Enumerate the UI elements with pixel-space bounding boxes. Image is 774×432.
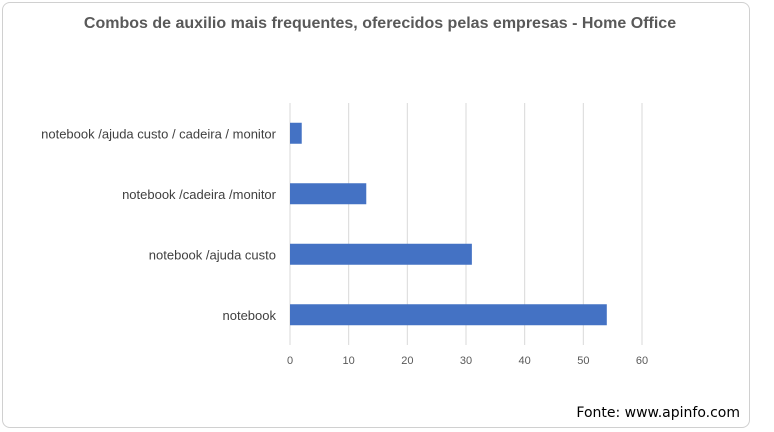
x-tick-label: 50 (577, 355, 589, 367)
category-label: notebook (223, 308, 277, 323)
x-tick-label: 40 (519, 355, 531, 367)
x-tick-label: 30 (460, 355, 472, 367)
chart-frame (2, 2, 750, 428)
x-tick-label: 0 (287, 355, 293, 367)
bar-1 (290, 183, 367, 205)
bar-3 (290, 304, 607, 326)
x-tick-label: 10 (343, 355, 355, 367)
chart-title: Combos de auxilio mais frequentes, ofere… (83, 15, 677, 32)
x-tick-label: 60 (636, 355, 648, 367)
category-label: notebook /cadeira /monitor (122, 187, 277, 202)
category-label: notebook /ajuda custo (149, 247, 276, 262)
source-label: Fonte: www.apinfo.com (576, 405, 740, 421)
bar-0 (290, 122, 302, 144)
bar-2 (290, 243, 472, 265)
category-label: notebook /ajuda custo / cadeira / monito… (41, 126, 277, 141)
x-tick-label: 20 (401, 355, 413, 367)
